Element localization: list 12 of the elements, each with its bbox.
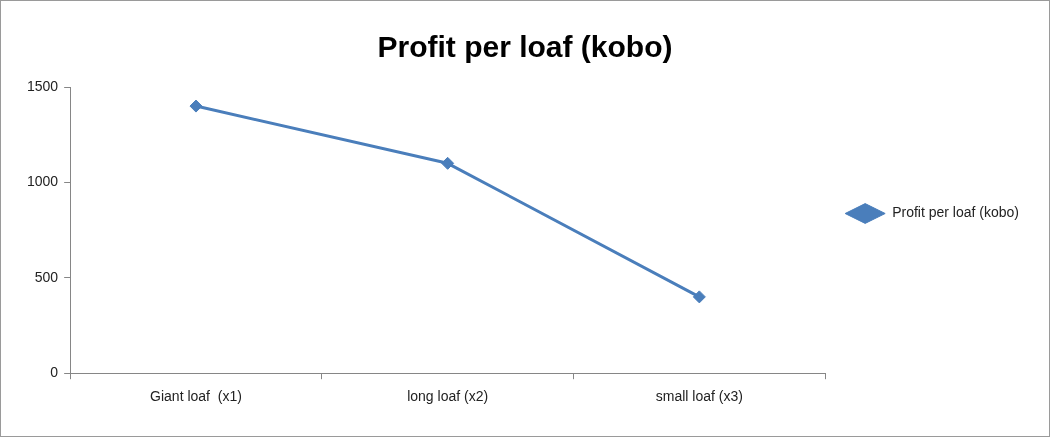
point	[189, 99, 203, 113]
x-tick-label: small loaf (x3)	[655, 388, 743, 405]
x-tick-label: Giant loaf (x1)	[150, 388, 242, 405]
y-tick-label: 1500	[26, 77, 59, 94]
y-tick-label: 0	[50, 364, 59, 381]
point	[441, 156, 455, 170]
chart-title: Profit per loaf (kobo)	[377, 30, 673, 64]
point	[692, 290, 706, 304]
y-tick-label: 500	[34, 268, 59, 285]
y-tick-label: 1000	[26, 173, 59, 190]
legend-label: Profit per loaf (kobo)	[892, 204, 1020, 221]
x-tick-label: long loaf (x2)	[407, 388, 489, 405]
